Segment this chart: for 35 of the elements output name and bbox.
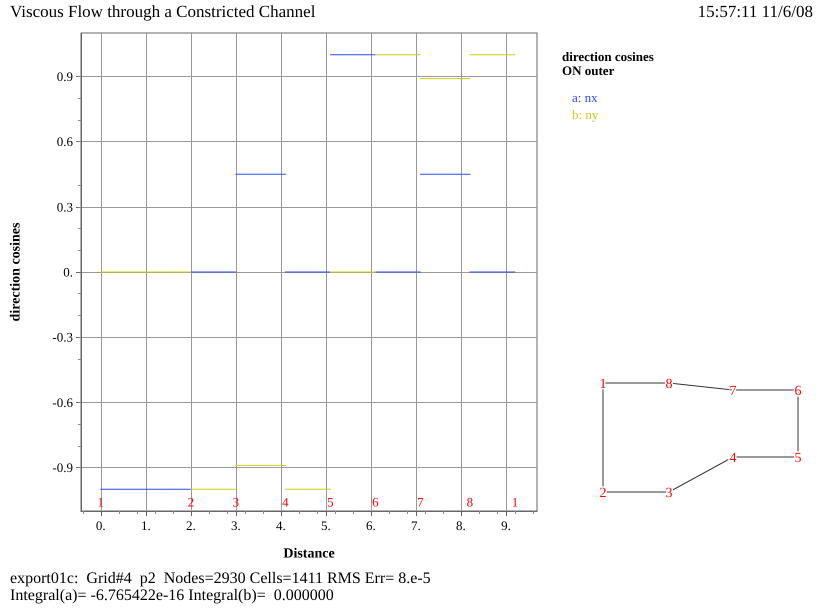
annotation: 6 bbox=[372, 494, 380, 510]
y-axis-title: direction cosines bbox=[8, 222, 24, 322]
y-tick-label: 0. bbox=[63, 264, 73, 280]
annotation: 2 bbox=[188, 494, 194, 510]
text: export01c: Grid#4 p2 Nodes=2930 Cells=1411 RMS Err= 8.e-5 bbox=[10, 570, 431, 587]
text: Integral(a)= -6.765422e-16 Integral(b)= 0.000000 bbox=[10, 587, 334, 604]
annotation: 4 bbox=[282, 494, 290, 510]
annotation: 5 bbox=[327, 494, 334, 510]
annotation: 8 bbox=[466, 494, 474, 510]
annotation: 7 bbox=[417, 494, 424, 510]
chart-title: Viscous Flow through a Constricted Channel bbox=[10, 2, 316, 22]
text: a: nx bbox=[572, 90, 598, 105]
x-tick-label: 0. bbox=[96, 518, 106, 533]
x-tick-label: 8. bbox=[456, 518, 466, 533]
legend-title: direction cosines ON outer bbox=[562, 49, 654, 78]
text: b: ny bbox=[572, 107, 599, 122]
y-tick-label: -0.6 bbox=[52, 394, 74, 410]
x-tick-label: 2. bbox=[186, 518, 196, 533]
x-tick-label: 3. bbox=[230, 518, 241, 533]
y-tick-label: 0.9 bbox=[56, 68, 73, 84]
text: 15:57:11 11/6/08 bbox=[698, 2, 813, 22]
annotation: 1 bbox=[98, 494, 104, 510]
y-tick-label: -0.9 bbox=[52, 460, 73, 476]
annotation: 3 bbox=[232, 494, 240, 510]
x-tick-label: 4. bbox=[276, 518, 286, 533]
x-tick-label: 1. bbox=[140, 518, 151, 533]
x-tick-label: 5. bbox=[321, 518, 331, 533]
x-tick-label: 9. bbox=[501, 518, 511, 533]
x-axis-title: Distance bbox=[283, 546, 335, 562]
y-tick-label: -0.3 bbox=[52, 330, 73, 345]
x-tick-label: 7. bbox=[411, 518, 421, 533]
y-tick-label: 0.6 bbox=[56, 134, 74, 150]
annotation: 1 bbox=[512, 494, 518, 510]
x-tick-label: 6. bbox=[366, 518, 376, 533]
y-tick-label: 0.3 bbox=[56, 199, 73, 214]
